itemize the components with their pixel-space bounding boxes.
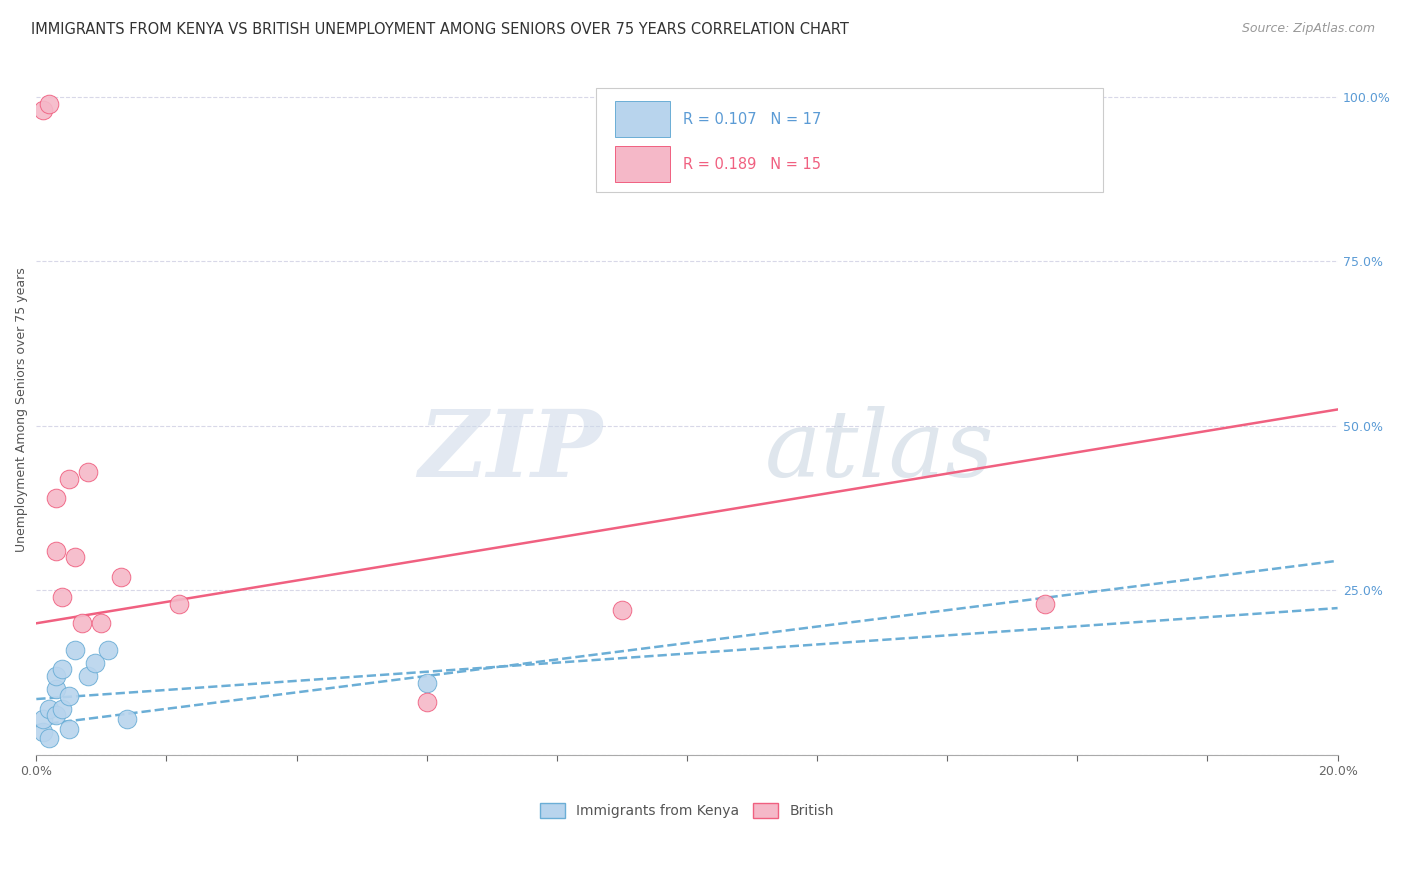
Text: Source: ZipAtlas.com: Source: ZipAtlas.com: [1241, 22, 1375, 36]
Point: [51, 590, 73, 604]
Point: [45, 682, 67, 697]
Point: [38, 702, 60, 716]
Point: [117, 712, 139, 726]
Point: [58, 471, 80, 485]
Text: R = 0.189   N = 15: R = 0.189 N = 15: [683, 157, 821, 172]
Text: atlas: atlas: [765, 406, 994, 496]
Point: [169, 597, 191, 611]
Point: [65, 550, 87, 565]
FancyBboxPatch shape: [616, 102, 671, 137]
Point: [610, 603, 633, 617]
Point: [45, 669, 67, 683]
Point: [77, 465, 100, 479]
Text: ZIP: ZIP: [418, 406, 602, 496]
Point: [38, 731, 60, 746]
Point: [45, 491, 67, 506]
Point: [83, 656, 105, 670]
Point: [415, 675, 437, 690]
Point: [31, 724, 53, 739]
Point: [51, 702, 73, 716]
Point: [45, 708, 67, 723]
Point: [51, 662, 73, 676]
Y-axis label: Unemployment Among Seniors over 75 years: Unemployment Among Seniors over 75 years: [15, 267, 28, 552]
Point: [97, 642, 120, 657]
Point: [45, 544, 67, 558]
Legend: Immigrants from Kenya, British: Immigrants from Kenya, British: [534, 797, 839, 824]
Point: [58, 722, 80, 736]
FancyBboxPatch shape: [616, 146, 671, 182]
Point: [31, 103, 53, 117]
Point: [31, 712, 53, 726]
Point: [110, 570, 132, 584]
Point: [38, 96, 60, 111]
FancyBboxPatch shape: [596, 88, 1104, 192]
Point: [58, 689, 80, 703]
Text: IMMIGRANTS FROM KENYA VS BRITISH UNEMPLOYMENT AMONG SENIORS OVER 75 YEARS CORREL: IMMIGRANTS FROM KENYA VS BRITISH UNEMPLO…: [31, 22, 849, 37]
Point: [65, 642, 87, 657]
Text: R = 0.107   N = 17: R = 0.107 N = 17: [683, 112, 821, 127]
Point: [70, 616, 93, 631]
Point: [90, 616, 112, 631]
Point: [1033, 597, 1056, 611]
Point: [77, 669, 100, 683]
Point: [415, 695, 437, 709]
